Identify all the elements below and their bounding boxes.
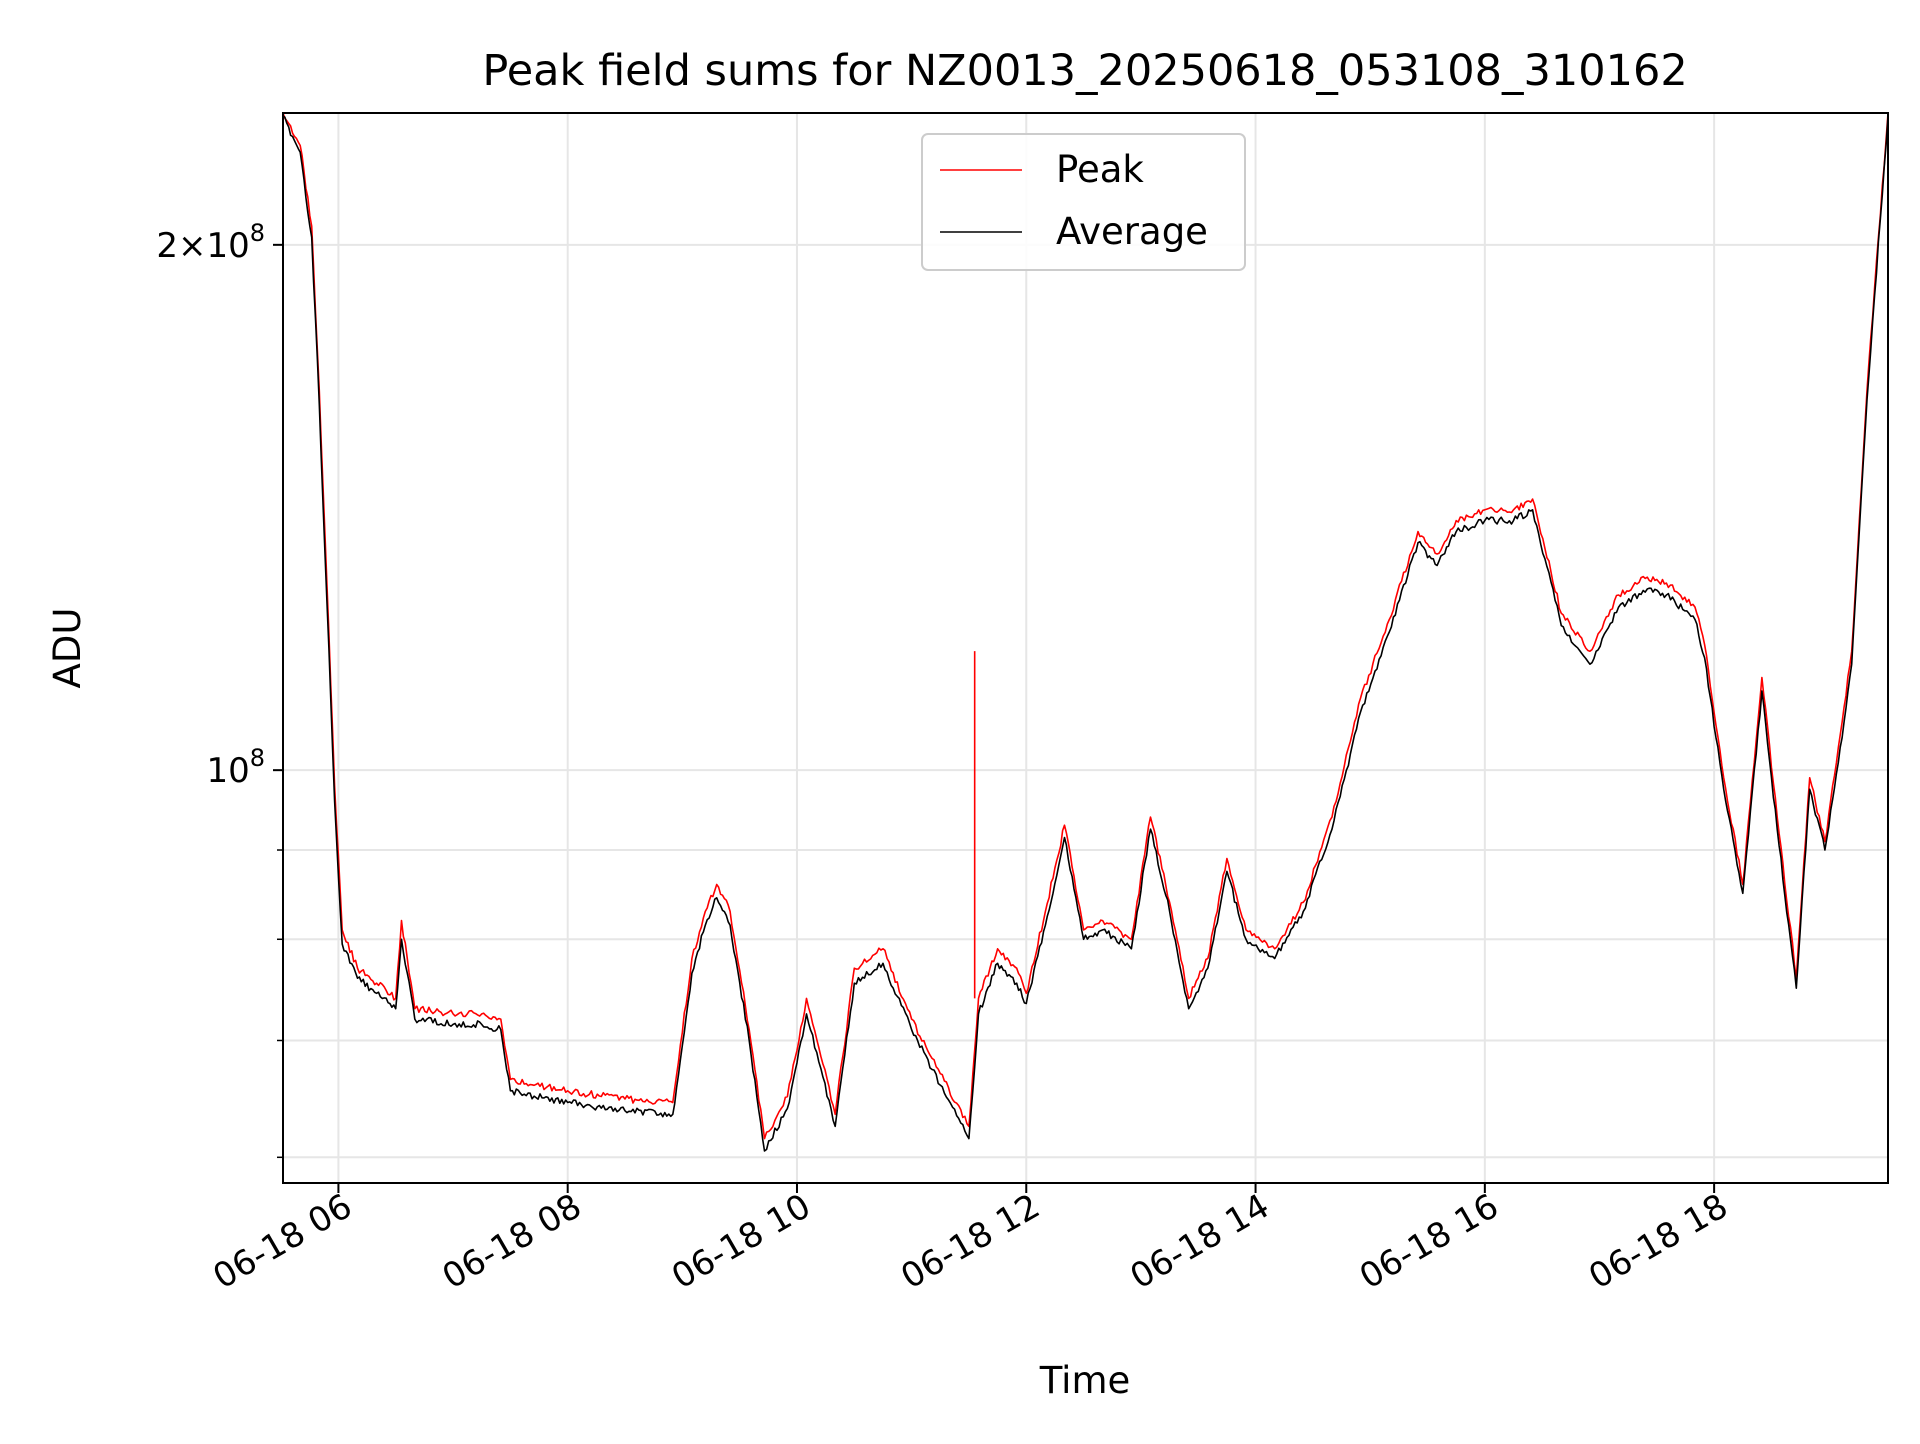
- series-line-average: [282, 115, 1889, 1152]
- y-tick-label: 2×108: [156, 219, 265, 266]
- grid: [283, 113, 1888, 1183]
- chart-title: Peak field sums for NZ0013_20250618_0531…: [482, 46, 1687, 96]
- x-axis-label: Time: [1039, 1359, 1131, 1402]
- legend: Peak Average: [921, 133, 1246, 271]
- legend-average-label: Average: [1056, 210, 1208, 253]
- y-axis-label: ADU: [46, 608, 89, 689]
- plot-frame: [282, 112, 1889, 1184]
- y-tick-label: 108: [206, 744, 265, 791]
- legend-peak-label: Peak: [1056, 148, 1144, 191]
- plot-series: [282, 112, 1889, 1152]
- series-line-peak: [282, 112, 1889, 1140]
- legend-box: [921, 133, 1246, 271]
- y-axis: 108 2×108: [156, 219, 283, 1159]
